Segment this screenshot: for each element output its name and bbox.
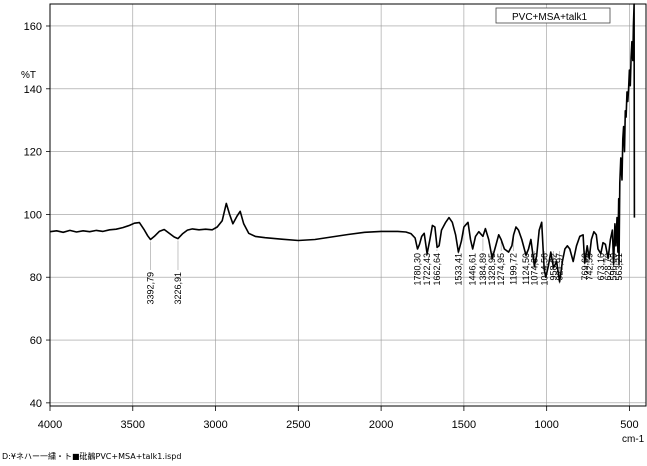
y-tick-labels: 40 60 80 100 120 140 160 xyxy=(24,21,42,410)
x-tick-label: 3000 xyxy=(203,419,227,431)
x-tick-label: 2000 xyxy=(369,419,393,431)
peak-label: 921,97 xyxy=(555,253,565,281)
x-tick-label: 500 xyxy=(620,419,638,431)
x-tick-label: 1000 xyxy=(534,419,558,431)
y-tick-label: 120 xyxy=(24,147,42,159)
peak-label: 1074,35 xyxy=(529,253,539,286)
x-tick-label: 2500 xyxy=(286,419,310,431)
peak-label: 3392,79 xyxy=(146,272,156,305)
peak-label: 1328,95 xyxy=(487,253,497,286)
y-tick-label: 60 xyxy=(30,335,42,347)
peak-label: 673,16 xyxy=(596,253,606,281)
peak-label: 1124,50 xyxy=(521,253,531,285)
plot-frame xyxy=(49,3,647,407)
peak-label: 1662,64 xyxy=(432,253,442,286)
y-tick-label: 80 xyxy=(30,272,42,284)
legend-box: PVC+MSA+talk1 xyxy=(495,7,611,24)
axes xyxy=(46,3,647,411)
peak-label: 1274,95 xyxy=(496,253,506,286)
peak-label: 1722,43 xyxy=(422,253,432,286)
peak-label: 742,59 xyxy=(584,253,594,281)
x-tick-label: 4000 xyxy=(38,419,62,431)
peak-label: 769,60 xyxy=(580,253,590,281)
peak-label: 563,21 xyxy=(614,253,624,281)
peak-label: 1199,72 xyxy=(509,253,519,285)
legend-entry: PVC+MSA+talk1 xyxy=(512,12,587,23)
y-axis-label: %T xyxy=(21,70,36,81)
file-path-footer: D:¥ネハー一繍・ト■砒鶺PVC+MSA+talk1.ispd xyxy=(2,452,182,461)
peak-label: 3226,91 xyxy=(173,272,183,305)
ir-spectrum-chart: 4000 3500 3000 2500 2000 1500 1000 500 40 60 80 10… xyxy=(21,3,647,445)
spectrum-series xyxy=(49,3,636,283)
y-tick-label: 140 xyxy=(24,84,42,96)
peak-label: 1384,89 xyxy=(478,253,488,286)
peak-label: 958,62 xyxy=(549,253,559,281)
peak-labels: 3392,79 3226,91 1780,30 1722,43 1662,64 1533,… xyxy=(146,253,624,305)
y-tick-label: 160 xyxy=(24,21,42,33)
x-axis-label: cm-1 xyxy=(622,434,645,445)
grid-lines xyxy=(49,4,646,406)
peak-label: 628,79 xyxy=(603,253,613,281)
x-tick-label: 3500 xyxy=(121,419,145,431)
peak-label: 596,00 xyxy=(609,253,619,281)
peak-label: 1014,56 xyxy=(539,253,549,286)
y-tick-label: 40 xyxy=(30,398,42,410)
peak-label: 1533,41 xyxy=(453,253,463,286)
peak-label: 1780,30 xyxy=(412,253,422,286)
y-tick-label: 100 xyxy=(24,209,42,221)
peak-label: 1446,61 xyxy=(468,253,478,286)
x-tick-label: 1500 xyxy=(452,419,476,431)
x-tick-labels: 4000 3500 3000 2500 2000 1500 1000 500 xyxy=(38,419,639,431)
spectrum-line xyxy=(49,3,636,283)
